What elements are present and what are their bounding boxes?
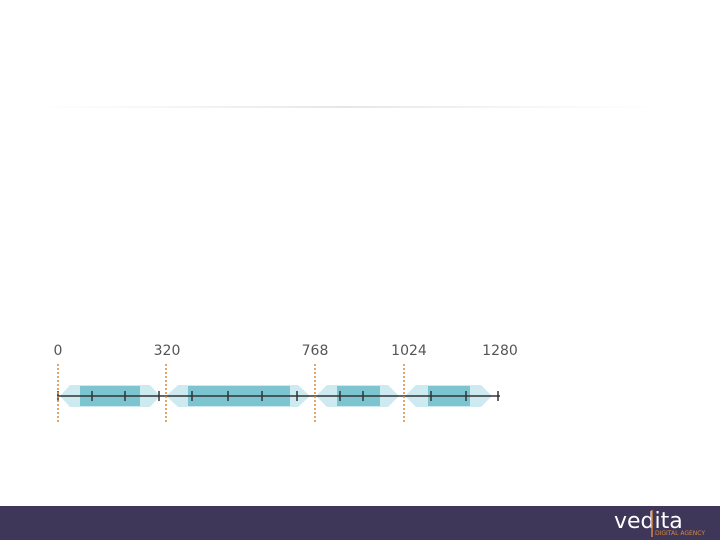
breakpoint-label: 768 (302, 343, 329, 359)
axis-ticks (57, 391, 499, 401)
breakpoint-diagram: 0 320 768 1024 1280 (54, 343, 518, 424)
footer-bar (0, 506, 720, 540)
breakpoint-label: 0 (54, 343, 63, 359)
breakpoint-label: 320 (154, 343, 181, 359)
header-rule (20, 106, 670, 108)
footer-logo: vedita (614, 509, 683, 534)
footer-tagline: DIGITAL AGENCY (655, 530, 705, 537)
breakpoint-label: 1280 (482, 343, 518, 359)
breakpoint-label: 1024 (391, 343, 427, 359)
